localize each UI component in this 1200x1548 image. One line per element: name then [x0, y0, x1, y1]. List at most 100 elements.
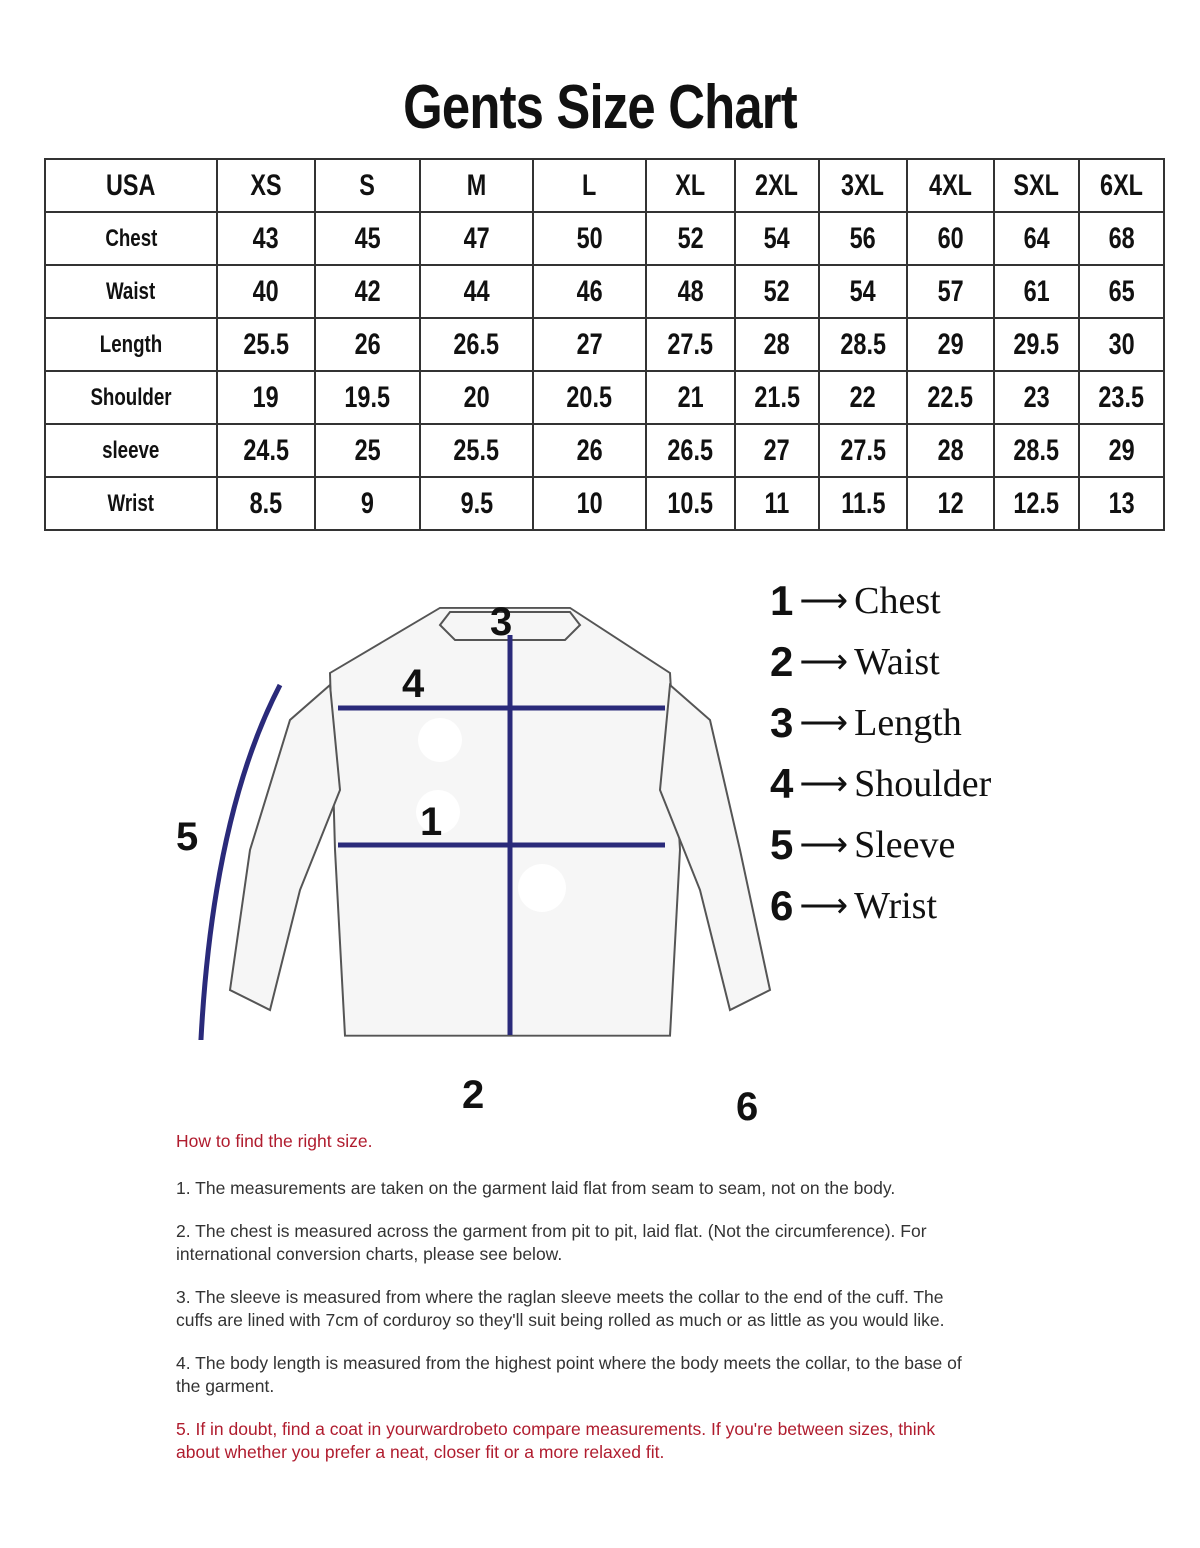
table-cell: 28: [734, 317, 820, 372]
table-cell: 20: [419, 370, 534, 425]
table-cell: 40: [216, 264, 316, 319]
shoulder-marker: 4: [402, 662, 425, 706]
table-cell: 25.5: [216, 317, 316, 372]
table-cell: 27: [532, 317, 647, 372]
table-cell: 45: [314, 211, 421, 266]
row-label: Chest: [44, 211, 218, 266]
table-cell: 44: [419, 264, 534, 319]
size-header: M: [419, 158, 534, 213]
table-cell: 23: [993, 370, 1080, 425]
waist-marker: 2: [462, 1073, 485, 1117]
table-cell: 50: [532, 211, 647, 266]
table-cell: 9: [314, 476, 421, 531]
page-title: Gents Size Chart: [403, 73, 798, 142]
table-cell: 27.5: [818, 423, 908, 478]
table-cell: 54: [818, 264, 908, 319]
left-sleeve: [228, 682, 342, 1012]
jacket-diagram: 3 4 1 5 2 6: [170, 590, 810, 1129]
size-header: L: [532, 158, 647, 213]
arrow-right-icon: ⟶: [799, 642, 849, 681]
legend-label: Wrist: [854, 884, 938, 927]
howto-heading: How to find the right size.: [176, 1131, 373, 1151]
table-cell: 57: [906, 264, 995, 319]
table-cell: 29.5: [993, 317, 1080, 372]
table-cell: 11.5: [818, 476, 908, 531]
table-cell: 23.5: [1078, 370, 1165, 425]
how-to-section: How to find the right size. 1. The measu…: [176, 1130, 966, 1484]
table-cell: 56: [818, 211, 908, 266]
arrow-right-icon: ⟶: [799, 764, 849, 803]
legend-number: 2: [770, 637, 794, 685]
table-cell: 64: [993, 211, 1080, 266]
arrow-right-icon: ⟶: [799, 581, 849, 620]
size-table: USA XS S M L XL 2XL 3XL 4XL SXL 6XL Chest 43 45 47 50…: [44, 158, 1165, 531]
table-cell: 42: [314, 264, 421, 319]
table-cell: 20.5: [532, 370, 647, 425]
legend-item: 2 ⟶ Waist: [770, 631, 991, 692]
table-cell: 22.5: [906, 370, 995, 425]
legend-item: 5 ⟶ Sleeve: [770, 814, 991, 875]
table-cell: 13: [1078, 476, 1165, 531]
table-cell: 21: [645, 370, 736, 425]
table-cell: 46: [532, 264, 647, 319]
table-cell: 47: [419, 211, 534, 266]
table-cell: 43: [216, 211, 316, 266]
table-cell: 26.5: [645, 423, 736, 478]
row-label: Wrist: [44, 476, 218, 531]
table-cell: 19: [216, 370, 316, 425]
size-header: 6XL: [1078, 158, 1165, 213]
arrow-right-icon: ⟶: [799, 886, 849, 925]
length-marker: 3: [490, 600, 513, 644]
arrow-right-icon: ⟶: [799, 703, 849, 742]
table-cell: 54: [734, 211, 820, 266]
table-cell: 68: [1078, 211, 1165, 266]
size-header: XL: [645, 158, 736, 213]
sleeve-arrow: [197, 683, 283, 1061]
table-cell: 27.5: [645, 317, 736, 372]
size-header: XS: [216, 158, 316, 213]
right-sleeve: [658, 682, 772, 1012]
legend-label: Chest: [854, 579, 941, 622]
row-label: Length: [44, 317, 218, 372]
table-cell: 8.5: [216, 476, 316, 531]
row-label: sleeve: [44, 423, 218, 478]
table-cell: 22: [818, 370, 908, 425]
jacket-illustration: [197, 606, 789, 1078]
howto-item: 4. The body length is measured from the …: [176, 1353, 962, 1396]
table-row: Length 25.5 26 26.5 27 27.5 28 28.5 29 29.5 30: [44, 317, 1165, 372]
table-cell: 48: [645, 264, 736, 319]
legend-number: 6: [770, 881, 794, 929]
table-cell: 52: [645, 211, 736, 266]
table-cell: 25.5: [419, 423, 534, 478]
corner-header: USA: [44, 158, 218, 213]
legend-label: Length: [854, 701, 962, 744]
table-cell: 25: [314, 423, 421, 478]
jacket-body: [328, 606, 682, 1037]
measurement-legend: 1 ⟶ Chest 2 ⟶ Waist 3 ⟶ Length 4 ⟶ Shoulder 5 ⟶ Sleeve…: [770, 570, 991, 936]
legend-number: 4: [770, 759, 794, 807]
legend-label: Waist: [854, 640, 940, 683]
table-cell: 19.5: [314, 370, 421, 425]
table-cell: 12: [906, 476, 995, 531]
table-row: Waist 40 42 44 46 48 52 54 57 61 65: [44, 264, 1165, 319]
table-cell: 26.5: [419, 317, 534, 372]
size-header: 2XL: [734, 158, 820, 213]
size-header: S: [314, 158, 421, 213]
row-label: Shoulder: [44, 370, 218, 425]
chest-marker: 1: [420, 800, 443, 844]
table-cell: 60: [906, 211, 995, 266]
table-cell: 29: [906, 317, 995, 372]
howto-item: 3. The sleeve is measured from where the…: [176, 1287, 945, 1330]
legend-item: 1 ⟶ Chest: [770, 570, 991, 631]
howto-item: 5. If in doubt, find a coat in yourwardr…: [176, 1419, 936, 1462]
legend-number: 3: [770, 698, 794, 746]
table-cell: 9.5: [419, 476, 534, 531]
table-cell: 52: [734, 264, 820, 319]
sleeve-marker: 5: [176, 815, 199, 859]
legend-label: Sleeve: [854, 823, 956, 866]
table-cell: 24.5: [216, 423, 316, 478]
table-cell: 11: [734, 476, 820, 531]
legend-item: 4 ⟶ Shoulder: [770, 753, 991, 814]
legend-item: 3 ⟶ Length: [770, 692, 991, 753]
table-cell: 28: [906, 423, 995, 478]
